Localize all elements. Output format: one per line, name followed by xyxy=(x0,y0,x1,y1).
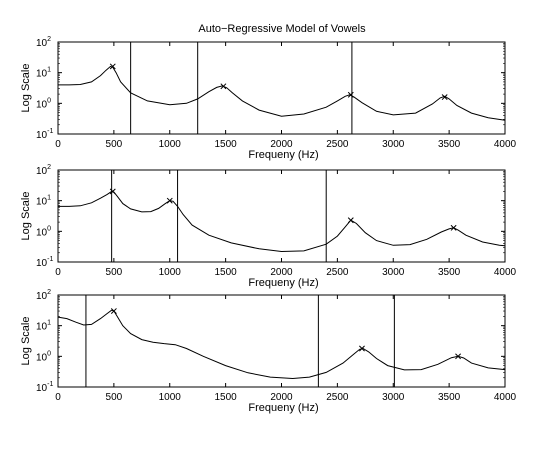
x-tick-label: 4000 xyxy=(494,392,517,403)
x-tick-label: 1000 xyxy=(159,267,182,278)
y-tick-exponent: 2 xyxy=(47,36,51,43)
y-tick-exponent: -1 xyxy=(47,128,53,135)
x-tick-label: 500 xyxy=(106,392,123,403)
y-tick-exponent: 1 xyxy=(47,320,51,327)
x-tick-label: 3000 xyxy=(382,392,405,403)
y-tick-base: 10 xyxy=(36,38,48,49)
y-tick-base: 10 xyxy=(36,227,48,238)
y-tick-exponent: 1 xyxy=(47,195,51,202)
x-tick-label: 4000 xyxy=(494,267,517,278)
x-tick-label: 2500 xyxy=(326,139,349,150)
y-tick-exponent: 0 xyxy=(47,350,51,357)
x-tick-label: 1000 xyxy=(159,139,182,150)
x-tick-label: 3000 xyxy=(382,139,405,150)
x-tick-label: 500 xyxy=(106,267,123,278)
y-tick-exponent: 0 xyxy=(47,97,51,104)
x-tick-label: 3500 xyxy=(438,139,461,150)
y-tick-exponent: -1 xyxy=(47,256,53,263)
x-tick-label: 0 xyxy=(55,139,61,150)
x-tick-label: 500 xyxy=(106,139,123,150)
x-tick-label: 4000 xyxy=(494,139,517,150)
x-tick-label: 3000 xyxy=(382,267,405,278)
x-axis-label: Frequeny (Hz) xyxy=(248,402,318,414)
x-tick-label: 0 xyxy=(55,267,61,278)
y-tick-base: 10 xyxy=(36,99,48,110)
y-tick-base: 10 xyxy=(36,130,48,141)
chart-title: Auto−Regressive Model of Vowels xyxy=(198,23,366,35)
x-tick-label: 1000 xyxy=(159,392,182,403)
y-tick-exponent: 1 xyxy=(47,67,51,74)
x-axis-label: Frequeny (Hz) xyxy=(248,277,318,289)
x-axis-label: Frequeny (Hz) xyxy=(248,149,318,161)
x-tick-label: 1500 xyxy=(215,267,238,278)
x-tick-label: 3500 xyxy=(438,392,461,403)
y-axis-label: Log Scale xyxy=(20,64,32,113)
y-tick-base: 10 xyxy=(36,352,48,363)
x-tick-label: 2500 xyxy=(326,267,349,278)
y-axis-label: Log Scale xyxy=(20,317,32,366)
x-tick-label: 2500 xyxy=(326,392,349,403)
y-tick-base: 10 xyxy=(36,69,48,80)
y-tick-base: 10 xyxy=(36,197,48,208)
y-axis-label: Log Scale xyxy=(20,192,32,241)
y-tick-base: 10 xyxy=(36,322,48,333)
x-tick-label: 1500 xyxy=(215,139,238,150)
y-tick-base: 10 xyxy=(36,383,48,394)
y-tick-exponent: -1 xyxy=(47,381,53,388)
y-tick-exponent: 2 xyxy=(47,289,51,296)
x-tick-label: 3500 xyxy=(438,267,461,278)
y-tick-base: 10 xyxy=(36,258,48,269)
x-tick-label: 1500 xyxy=(215,392,238,403)
y-tick-base: 10 xyxy=(36,291,48,302)
x-tick-label: 0 xyxy=(55,392,61,403)
y-tick-base: 10 xyxy=(36,166,48,177)
y-tick-exponent: 0 xyxy=(47,225,51,232)
y-tick-exponent: 2 xyxy=(47,164,51,171)
